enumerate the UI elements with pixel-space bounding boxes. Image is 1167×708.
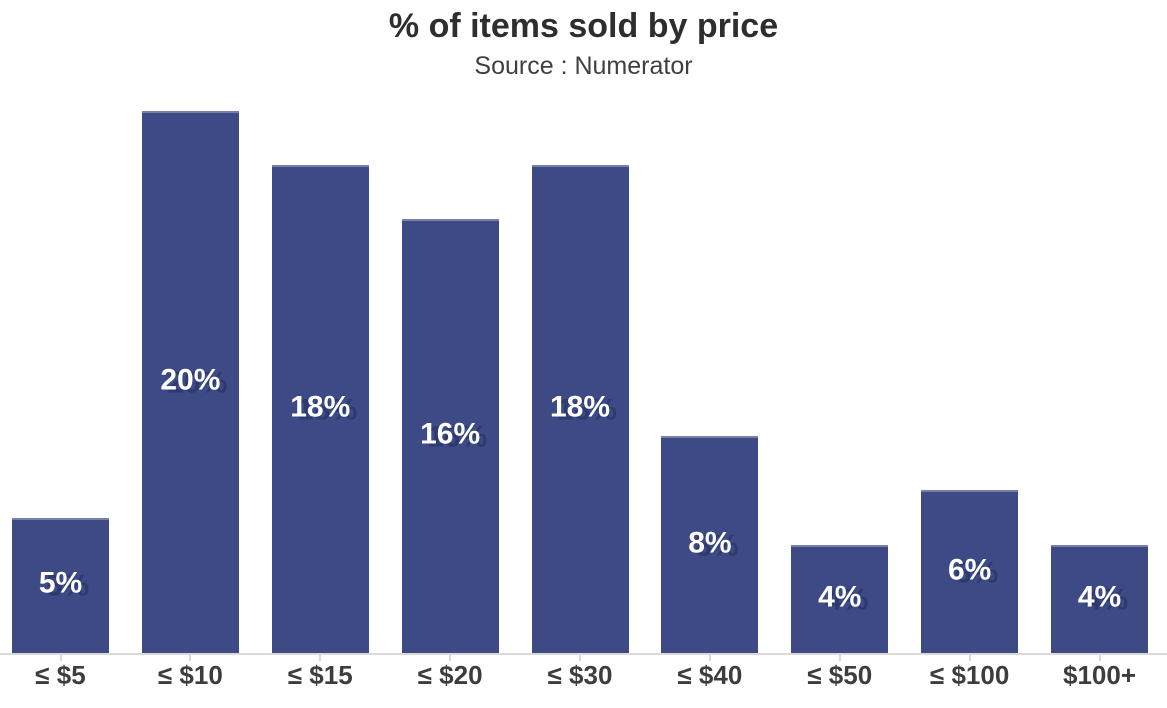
x-axis-label: ≤ $20 (417, 660, 483, 690)
bar-value-label: 18% (549, 390, 611, 424)
x-axis-tick (1098, 655, 1101, 661)
x-axis-tick (189, 655, 192, 661)
x-axis-tick (708, 655, 711, 661)
bar-$100+: 4% (1051, 544, 1148, 653)
x-axis-tick (59, 655, 62, 661)
x-axis-tick (579, 655, 581, 661)
bar-≤ $5: 5% (12, 517, 109, 653)
x-axis-tick (838, 655, 841, 661)
x-axis-label: ≤ $50 (807, 660, 873, 690)
x-axis-label: ≤ $40 (677, 660, 743, 690)
bar-≤ $10: 20% (141, 111, 239, 653)
bar-value-label: 16% (420, 417, 481, 451)
bar-value-label: 5% (38, 566, 83, 600)
bar-value-label: 8% (688, 526, 732, 560)
x-axis-tick (449, 655, 452, 661)
chart-subtitle: Source : Numerator (474, 52, 693, 80)
x-axis-label: ≤ $10 (157, 660, 223, 690)
x-axis-label: $100+ (1062, 660, 1137, 690)
x-axis-tick (319, 655, 322, 661)
bar-value-label: 18% (290, 390, 351, 424)
x-axis-label: ≤ $30 (547, 660, 613, 690)
chart-title: % of items sold by price (388, 7, 779, 45)
bar-value-label: 4% (818, 580, 862, 614)
x-axis-label: ≤ $100 (929, 660, 1010, 690)
bar-value-label: 4% (1077, 580, 1122, 614)
bar-≤ $40: 8% (661, 436, 759, 653)
x-axis-label: ≤ $5 (35, 660, 86, 690)
bar-≤ $15: 18% (271, 165, 369, 653)
bar-≤ $20: 16% (401, 219, 499, 653)
bar-≤ $100: 6% (921, 490, 1019, 653)
x-axis-tick (968, 655, 971, 661)
x-axis-line (0, 653, 1167, 655)
x-axis-label: ≤ $15 (287, 660, 353, 690)
bar-value-label: 6% (947, 553, 992, 587)
bar-≤ $50: 4% (791, 544, 889, 653)
bar-value-label: 20% (160, 363, 221, 397)
bar-≤ $30: 18% (531, 165, 629, 653)
